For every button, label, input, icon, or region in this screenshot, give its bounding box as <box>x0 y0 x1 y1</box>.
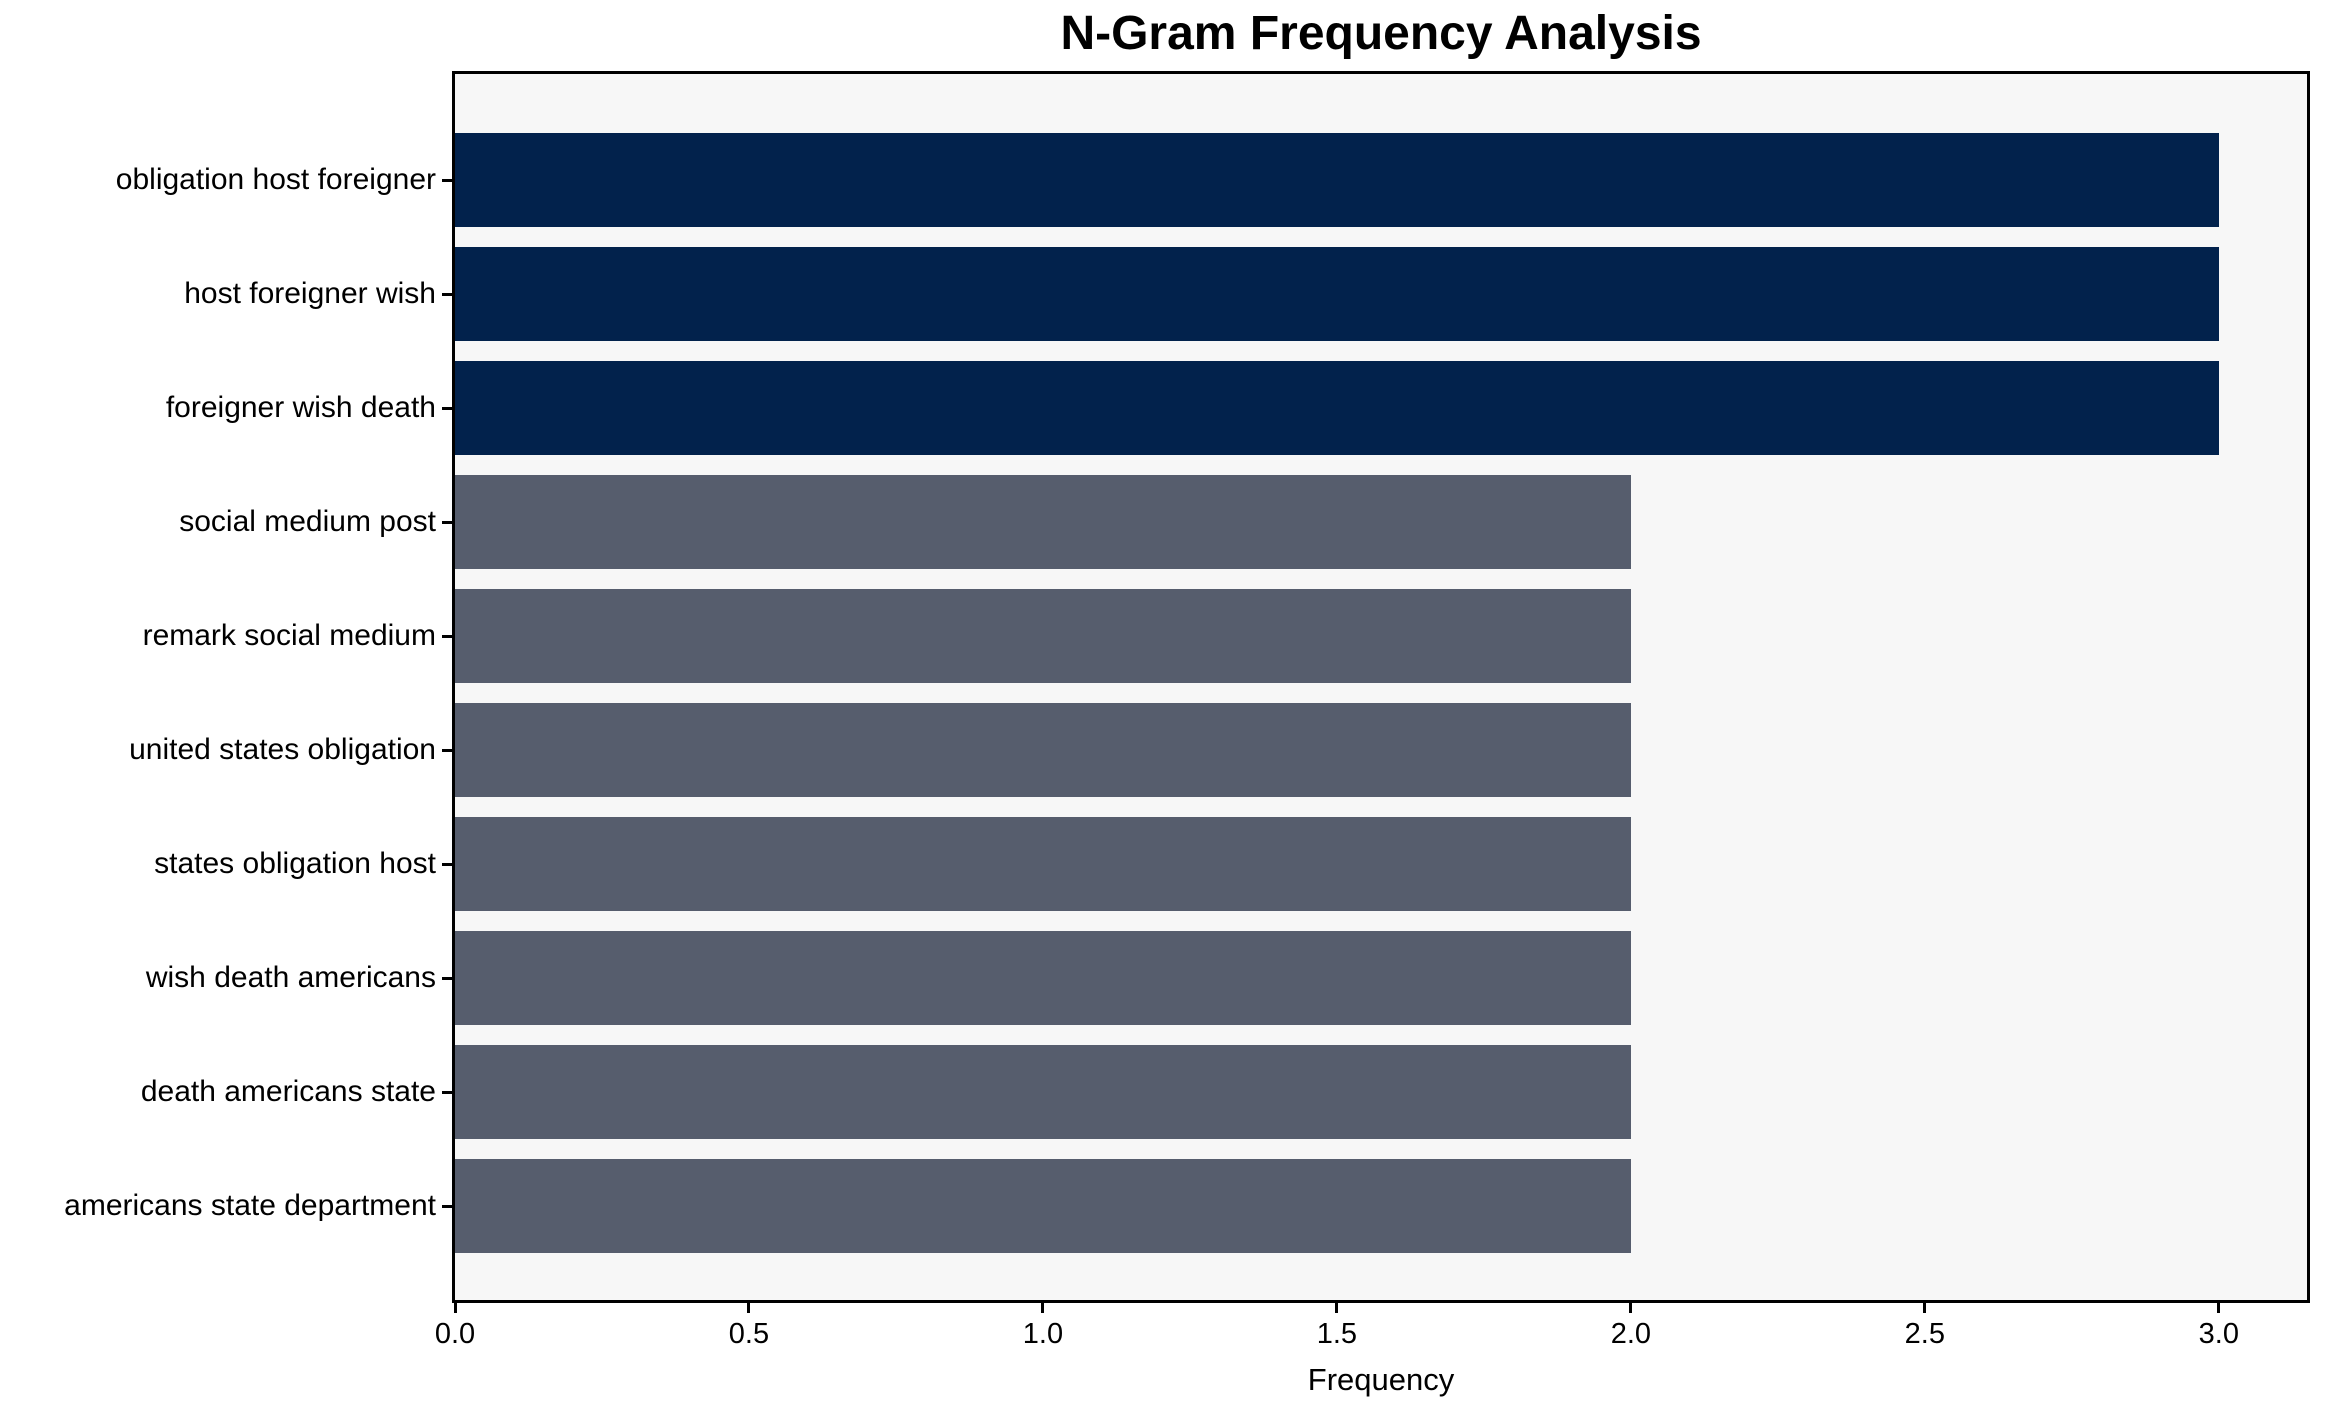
bar-states-obligation-host <box>455 817 1631 911</box>
x-tick-mark <box>1041 1303 1045 1313</box>
y-tick-label: foreigner wish death <box>165 391 436 424</box>
x-tick-mark <box>1335 1303 1339 1313</box>
y-tick-mark <box>442 1204 452 1208</box>
y-tick-label: social medium post <box>179 505 436 538</box>
y-tick-mark <box>442 1090 452 1094</box>
y-tick-label: obligation host foreigner <box>115 163 436 196</box>
bar-obligation-host-foreigner <box>455 133 2219 227</box>
x-tick-label: 3.0 <box>2198 1318 2239 1350</box>
bar-remark-social-medium <box>455 589 1631 683</box>
y-tick-mark <box>442 292 452 296</box>
x-tick-mark <box>453 1303 457 1313</box>
bar-foreigner-wish-death <box>455 361 2219 455</box>
bar-death-americans-state <box>455 1045 1631 1139</box>
y-tick-label: host foreigner wish <box>184 277 436 310</box>
x-tick-label: 2.5 <box>1904 1318 1945 1350</box>
x-tick-label: 0.0 <box>434 1318 476 1350</box>
bar-united-states-obligation <box>455 703 1631 797</box>
y-tick-label: wish death americans <box>145 961 436 994</box>
y-tick-label: united states obligation <box>129 733 436 766</box>
y-tick-mark <box>442 748 452 752</box>
y-tick-mark <box>442 406 452 410</box>
y-tick-label: americans state department <box>64 1189 436 1222</box>
x-tick-mark <box>1629 1303 1633 1313</box>
x-tick-mark <box>747 1303 751 1313</box>
bar-americans-state-department <box>455 1159 1631 1253</box>
x-tick-mark <box>1923 1303 1927 1313</box>
y-tick-mark <box>442 520 452 524</box>
y-tick-label: states obligation host <box>154 847 436 880</box>
bar-social-medium-post <box>455 475 1631 569</box>
x-tick-label: 0.5 <box>728 1318 770 1350</box>
plot-area <box>452 71 2310 1303</box>
y-tick-mark <box>442 862 452 866</box>
y-tick-label: death americans state <box>140 1075 436 1108</box>
bar-host-foreigner-wish <box>455 247 2219 341</box>
x-axis-label: Frequency <box>1307 1362 1455 1397</box>
chart-title: N-Gram Frequency Analysis <box>1060 7 1702 60</box>
y-tick-mark <box>442 634 452 638</box>
bar-wish-death-americans <box>455 931 1631 1025</box>
x-tick-label: 1.5 <box>1316 1318 1358 1350</box>
x-tick-mark <box>2217 1303 2221 1313</box>
y-tick-mark <box>442 976 452 980</box>
x-tick-label: 2.0 <box>1610 1318 1652 1350</box>
y-tick-mark <box>442 178 452 182</box>
y-tick-label: remark social medium <box>142 619 436 652</box>
x-tick-label: 1.0 <box>1022 1318 1064 1350</box>
